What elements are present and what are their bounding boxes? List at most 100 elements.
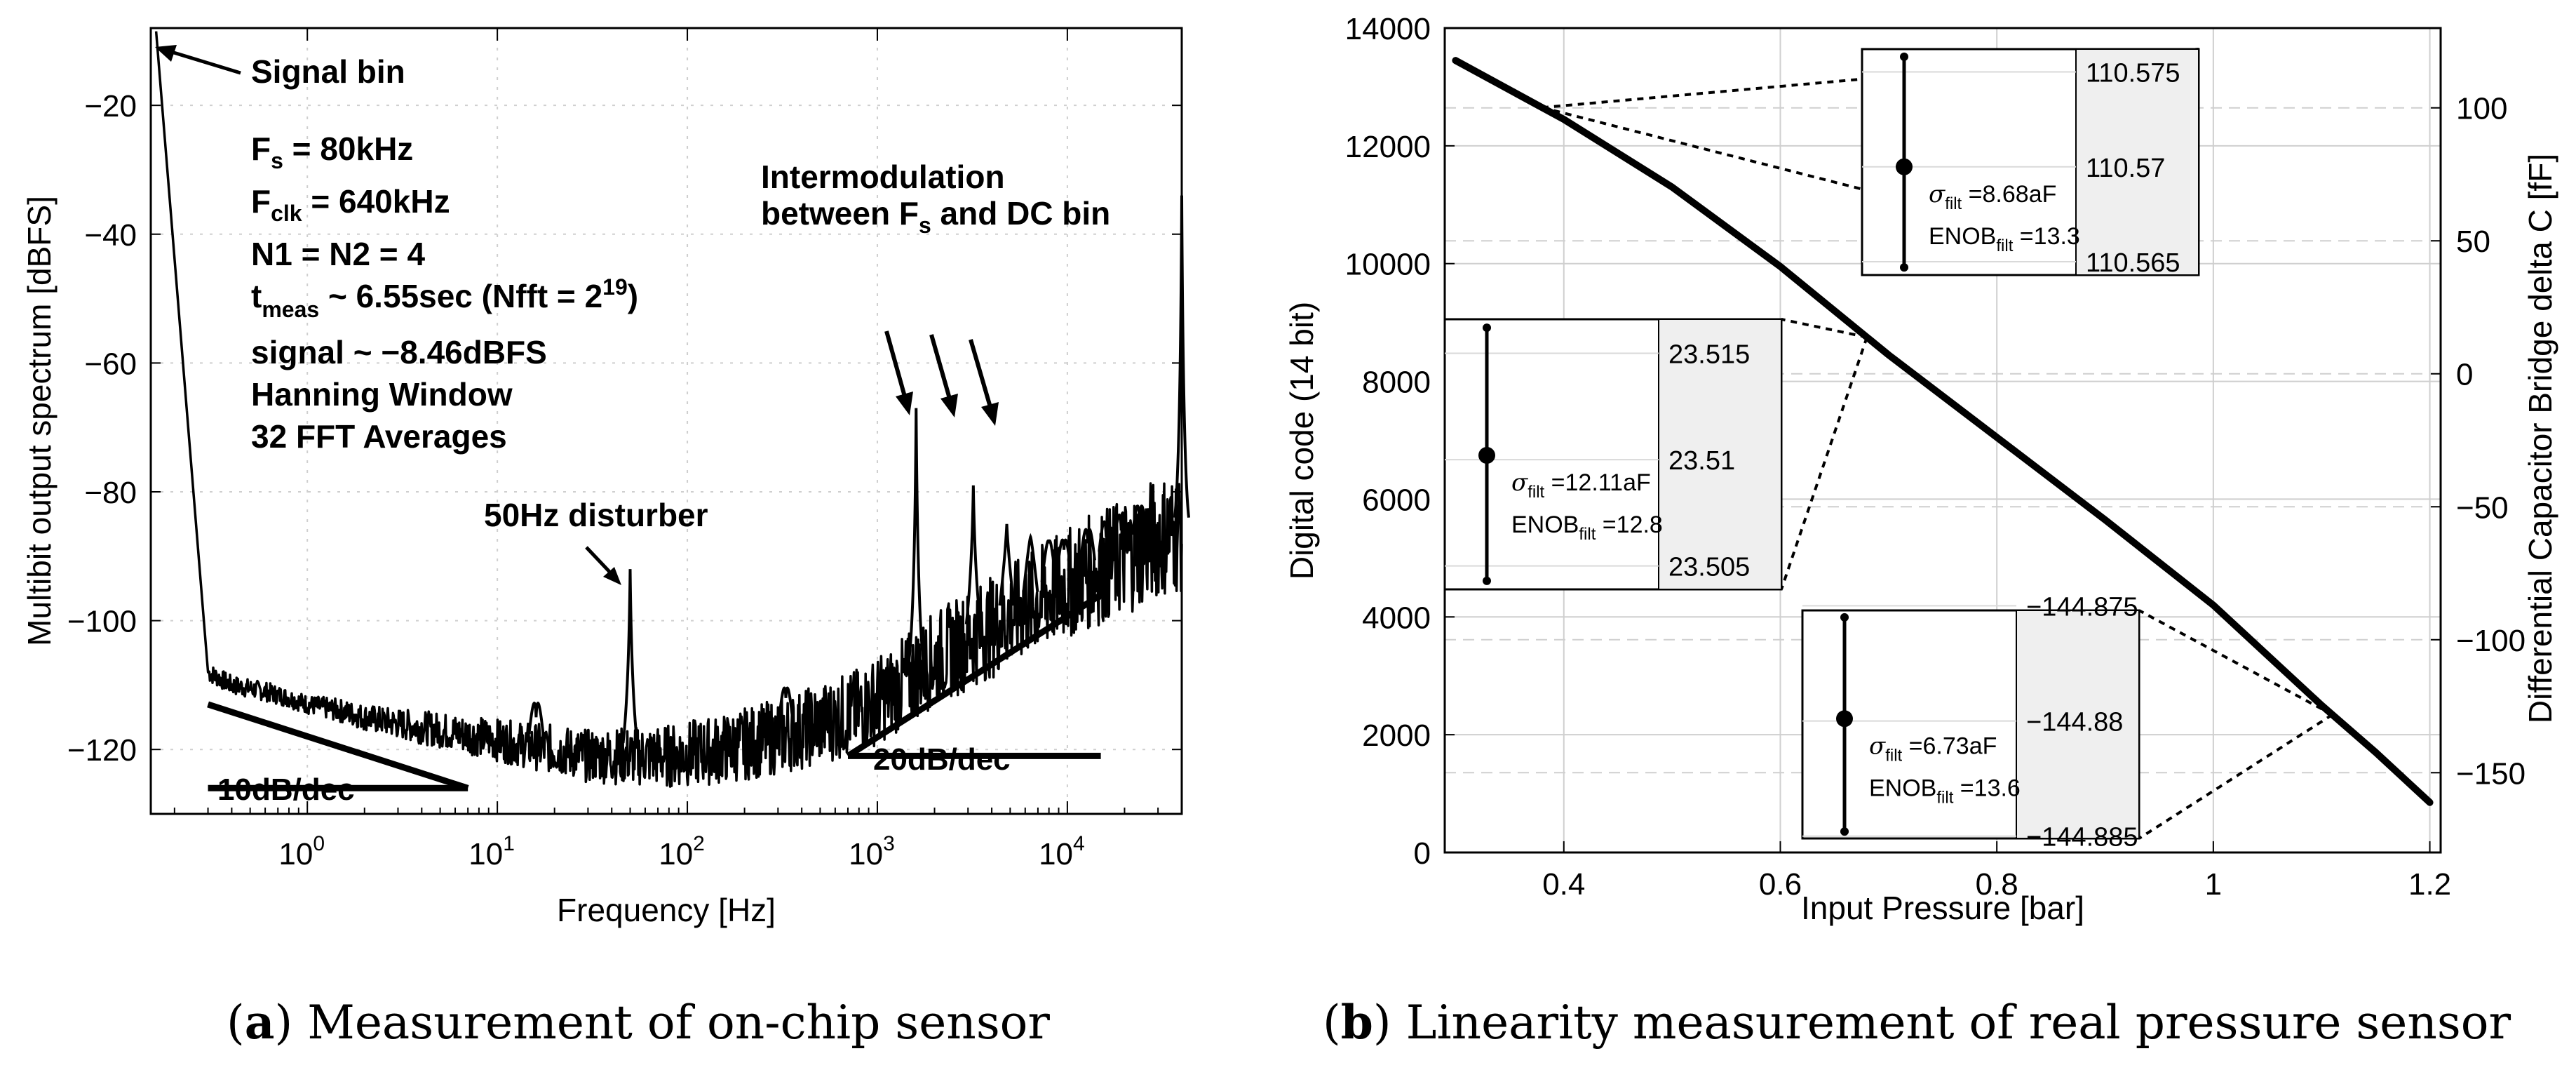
signal-bin-arrow-shaft: [166, 48, 241, 75]
spectrum-peak: [998, 523, 1016, 606]
inset-tick-strip: [2075, 48, 2199, 276]
slope-label-10db: 10dB/dec: [217, 772, 355, 807]
disturber-arrow-shaft: [585, 546, 613, 575]
panel-b-ytick-label-right: −150: [2456, 756, 2526, 791]
inset-errorbar-cap: [1840, 613, 1849, 622]
inset-enob-label: ENOBfilt =12.8: [1511, 511, 1663, 544]
spectrum-peak: [1098, 520, 1115, 552]
panel-b-ylabel: Digital code (14 bit): [1283, 302, 1320, 580]
spectrum-peak: [1056, 538, 1073, 574]
panel-a-xtick-label: 104: [1039, 832, 1085, 871]
inset-sigma-label: σfilt =12.11aF: [1511, 469, 1651, 502]
slope-line-hypotenuse: [207, 701, 469, 791]
spectrum-line: [154, 31, 1183, 788]
panel-b-data: [1452, 57, 2434, 806]
panel-b-xtick-label: 1: [2205, 867, 2222, 902]
fs-annotation: Fs = 80kHz: [251, 131, 413, 173]
panel-a-ytick-label: −80: [84, 476, 137, 510]
inset-enob-label: ENOBfilt =13.6: [1869, 775, 2021, 807]
panel-a-xtick-label: 102: [659, 832, 705, 871]
signal-bin-arrow-head: [155, 45, 177, 62]
averages-annotation: 32 FFT Averages: [251, 418, 507, 455]
zoom-connector: [1781, 318, 1868, 339]
panel-a-ytick-label: −120: [67, 733, 137, 768]
inset-mean-point: [1836, 710, 1853, 728]
panel-a-ytick-label: −40: [84, 218, 137, 253]
inset-tick-label: 23.515: [1668, 340, 1750, 370]
inset-tick-label: 110.575: [2086, 58, 2180, 88]
inset-errorbar-cap: [1483, 323, 1491, 333]
panel-a-plot-frame: [149, 27, 1183, 815]
tmeas-annotation: tmeas ~ 6.55sec (Nfft = 219): [251, 274, 638, 322]
panel-b-insets: 110.575 110.57 110.565 σfilt =8.68aF ENOBfil…: [1443, 48, 2333, 852]
inset-errorbar-cap: [1900, 52, 1908, 61]
panel-a-grid: [151, 28, 1182, 814]
inset-tick-strip: [2016, 610, 2140, 839]
panel-b: 0 2000 4000 6000 8000 10000 12000 14000 −150 −100…: [1283, 12, 2558, 926]
panel-a-xtick-label: 103: [849, 832, 895, 871]
inset-mean-point: [1478, 447, 1495, 464]
panel-b-ytick-label-right: 100: [2456, 92, 2507, 126]
spectrum-peak: [964, 485, 982, 624]
panel-b-xtick-label: 1.2: [2408, 867, 2451, 902]
inset-tick-label: −144.88: [2026, 708, 2123, 737]
inset-tick-label: 23.505: [1668, 553, 1750, 582]
inset-errorbar-cap: [1483, 576, 1491, 585]
panel-b-ytick-label: 10000: [1345, 248, 1431, 282]
inset-tick-label: 23.51: [1668, 446, 1735, 476]
caption-a: (a) Measurement of on-chip sensor: [227, 995, 1050, 1050]
panel-b-ytick-label-right: −100: [2456, 624, 2526, 658]
panel-b-ylabel-right: Differential Capacitor Bridge delta C [f…: [2522, 154, 2558, 723]
inset-sigma-label: σfilt =8.68aF: [1929, 180, 2056, 213]
zoom-connector: [1780, 336, 1868, 590]
panel-b-ytick-label-right: 0: [2456, 358, 2473, 392]
intermod-label-line1: Intermodulation: [761, 159, 1005, 195]
panel-b-xtick-label: 0.4: [1542, 867, 1585, 902]
panel-b-ticks: 0 2000 4000 6000 8000 10000 12000 14000 −150 −100…: [1345, 12, 2526, 902]
spectrum-peak: [1131, 504, 1148, 535]
panel-a-ytick-label: −60: [84, 347, 137, 381]
spectrum-peak: [1040, 539, 1058, 582]
window-annotation: Hanning Window: [251, 376, 513, 413]
inset-errorbar-cap: [1840, 827, 1849, 836]
panel-a-xtick-label: 101: [468, 832, 515, 871]
inset-tick-label: −144.875: [2026, 592, 2138, 622]
signal-level-annotation: signal ~ −8.46dBFS: [251, 334, 547, 370]
panel-b-ytick-label-right: 50: [2456, 225, 2490, 259]
disturber-arrow-head: [603, 567, 621, 585]
spectrum-peak: [1112, 513, 1130, 545]
panel-b-ytick-label: 6000: [1362, 483, 1431, 517]
panel-a-data: [154, 31, 1190, 788]
panel-a-ytick-label: −100: [67, 605, 137, 639]
panel-b-ytick-label-right: −50: [2456, 490, 2509, 525]
caption-b: (b) Linearity measurement of real pressu…: [1323, 995, 2511, 1050]
inset-enob-label: ENOBfilt =13.3: [1929, 223, 2080, 255]
inset-sigma-label: σfilt =6.73aF: [1869, 732, 1997, 765]
spectrum-peak: [908, 408, 925, 660]
panel-a-ylabel: Multibit output spectrum [dBFS]: [21, 196, 58, 646]
spectrum-peak: [1022, 533, 1039, 592]
inset-mean-point: [1896, 158, 1913, 175]
signal-bin-label: Signal bin: [251, 53, 405, 90]
panel-b-ytick-label: 12000: [1345, 130, 1431, 164]
inset-top: 110.575 110.57 110.565 σfilt =8.68aF ENOBfil…: [1542, 48, 2200, 278]
spectrum-peak: [527, 702, 545, 735]
panel-a-xtick-label: 100: [278, 832, 325, 871]
zoom-connector: [2138, 713, 2333, 840]
panel-b-ytick-label: 8000: [1362, 366, 1431, 400]
panel-b-xlabel: Input Pressure [bar]: [1801, 890, 2084, 926]
panel-a-ytick-label: −20: [84, 89, 137, 123]
panel-b-xtick-label: 0.8: [1976, 867, 2018, 902]
inset-mid: 23.515 23.51 23.505 σfilt =12.11aF ENOBfilt …: [1443, 318, 1868, 591]
panel-a-xlabel: Frequency [Hz]: [557, 892, 776, 928]
slope-line-hypotenuse: [846, 592, 1103, 759]
inset-tick-label: 110.57: [2086, 154, 2165, 183]
panel-a: −120 −100 −80 −60 −40 −20 100 101 102 103 104 Freq…: [21, 27, 1190, 928]
panel-a-ticks: −120 −100 −80 −60 −40 −20 100 101 102 103 104: [67, 28, 1182, 871]
inset-errorbar-cap: [1900, 263, 1908, 272]
inset-tick-label: 110.565: [2086, 248, 2180, 278]
intermod-arrows: [884, 330, 999, 426]
panel-b-xtick-label: 0.6: [1759, 867, 1802, 902]
inset-bottom: −144.875 −144.88 −144.885 σfilt =6.73aF ENOB…: [1801, 592, 2333, 852]
panel-b-ytick-label: 2000: [1362, 718, 1431, 753]
